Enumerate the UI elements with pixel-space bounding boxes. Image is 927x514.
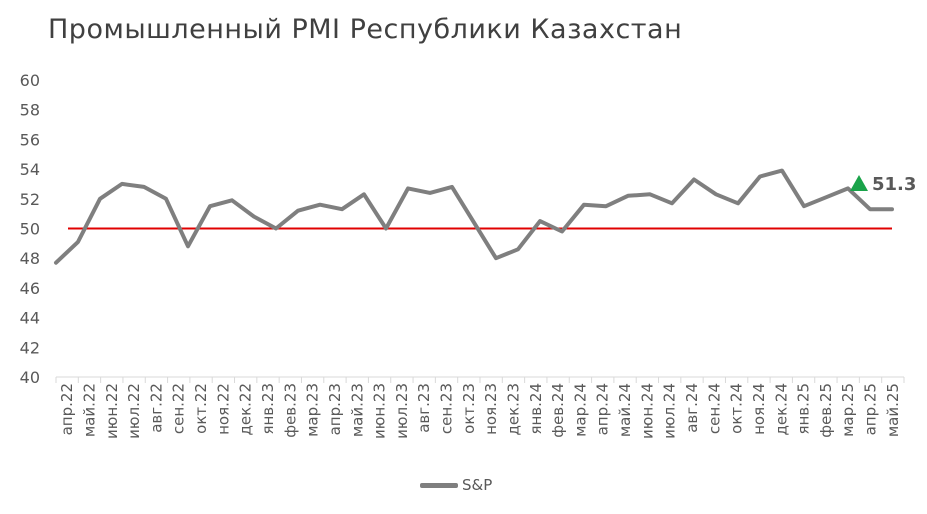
x-tick-label: апр.22: [58, 383, 76, 435]
x-tick-label: окт.24: [728, 383, 746, 434]
up-triangle-icon: [850, 175, 868, 191]
x-tick-label: фев.25: [817, 383, 835, 438]
x-tick-label: мар.24: [571, 383, 589, 437]
x-tick-label: янв.25: [795, 383, 813, 435]
last-value-annotation: 51.3: [850, 174, 916, 195]
x-tick-label: янв.23: [259, 383, 277, 435]
x-tick-label: июн.22: [103, 383, 121, 439]
x-tick-label: фев.23: [281, 383, 299, 438]
x-tick-label: сен.23: [438, 383, 456, 434]
x-tick-label: июл.24: [661, 383, 679, 439]
x-tick-label: янв.24: [527, 383, 545, 435]
x-tick-label: май.25: [884, 383, 902, 437]
y-tick-label: 50: [20, 220, 40, 239]
y-tick-label: 46: [20, 279, 40, 298]
x-tick-label: дек.22: [237, 383, 255, 436]
x-tick-label: авг.24: [683, 383, 701, 433]
legend: S&P: [420, 476, 492, 494]
x-tick-label: авг.22: [147, 383, 165, 433]
x-tick-label: сен.22: [170, 383, 188, 434]
chart-title: Промышленный PMI Республики Казахстан: [48, 14, 683, 45]
x-tick-label: окт.23: [460, 383, 478, 434]
y-tick-label: 44: [20, 309, 40, 328]
x-tick-label: июн.24: [638, 383, 656, 439]
y-tick-label: 48: [20, 249, 40, 268]
legend-label: S&P: [462, 476, 493, 494]
last-value-label: 51.3: [872, 174, 916, 195]
x-tick-label: июл.22: [125, 383, 143, 439]
series-line-s-and-p: [54, 168, 894, 265]
x-tick-label: фев.24: [549, 383, 567, 438]
y-tick-label: 52: [20, 190, 40, 209]
x-tick-label: апр.25: [862, 383, 880, 435]
y-axis: 40 42 44 46 48 50 52 54 56 58 60: [20, 71, 40, 387]
x-tick-label: дек.23: [504, 383, 522, 436]
x-tick-label: авг.23: [415, 383, 433, 433]
y-tick-label: 60: [20, 71, 40, 90]
series-group: [54, 168, 894, 265]
x-tick-label: май.23: [348, 383, 366, 437]
x-tick-label: ноя.23: [482, 383, 500, 435]
x-tick-label: ноя.22: [214, 383, 232, 435]
x-tick-label: май.24: [616, 383, 634, 437]
x-tick-label: сен.24: [705, 383, 723, 434]
y-tick-label: 42: [20, 338, 40, 357]
x-tick-label: мар.25: [839, 383, 857, 437]
x-tick-label: мар.23: [304, 383, 322, 437]
x-tick-label: апр.24: [594, 383, 612, 435]
y-tick-label: 40: [20, 368, 40, 387]
x-tick-label: дек.24: [772, 383, 790, 436]
y-tick-label: 54: [20, 160, 40, 179]
x-tick-label: июл.23: [393, 383, 411, 439]
x-axis: апр.22 май.22 июн.22 июл.22 авг.22 сен.22 окт.…: [55, 376, 905, 439]
y-tick-label: 58: [20, 101, 40, 120]
x-tick-label: окт.22: [192, 383, 210, 434]
x-tick-label: май.22: [80, 383, 98, 437]
x-tick-label: июн.23: [371, 383, 389, 439]
x-tick-label: ноя.24: [750, 383, 768, 435]
y-tick-label: 56: [20, 130, 40, 149]
x-tick-label: апр.23: [326, 383, 344, 435]
legend-line-swatch: [420, 482, 458, 488]
